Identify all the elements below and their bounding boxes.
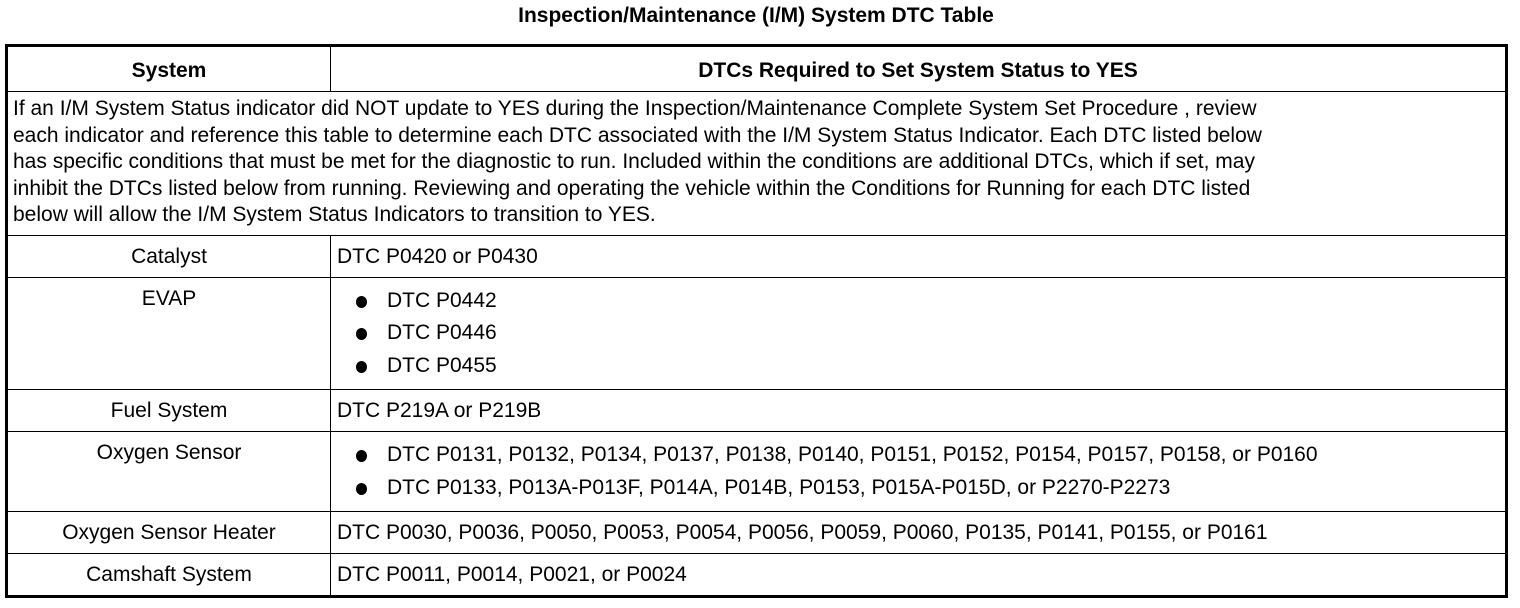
system-cell: Camshaft System (6, 553, 331, 597)
table-row: Oxygen Sensor Heater DTC P0030, P0036, P0… (6, 511, 1507, 554)
intro-line: each indicator and reference this table … (13, 123, 1262, 147)
header-row: System DTCs Required to Set System Statu… (6, 45, 1507, 92)
bullet-icon (356, 295, 367, 308)
dtc-list-item: DTC P0131, P0132, P0134, P0137, P0138, P… (337, 439, 1499, 472)
dtc-table: System DTCs Required to Set System Statu… (5, 44, 1508, 598)
dtc-list-item: DTC P0446 (337, 317, 1499, 350)
dtc-list-item: DTC P0133, P013A-P013F, P014A, P014B, P0… (337, 472, 1499, 505)
dtcs-cell: DTC P0131, P0132, P0134, P0137, P0138, P… (330, 431, 1507, 512)
dtcs-cell: DTC P0442 DTC P0446 DTC P0455 (330, 276, 1507, 390)
bullet-icon (356, 360, 367, 373)
system-cell: EVAP (6, 276, 331, 390)
system-cell: Oxygen Sensor (6, 431, 331, 512)
intro-line: If an I/M System Status indicator did NO… (13, 97, 1257, 120)
dtc-text: DTC P0442 (387, 288, 497, 312)
dtcs-cell: DTC P219A or P219B (330, 389, 1507, 432)
header-dtcs: DTCs Required to Set System Status to YE… (330, 45, 1507, 92)
system-cell: Fuel System (6, 389, 331, 432)
dtc-list-item: DTC P0442 (337, 285, 1499, 318)
intro-row: If an I/M System Status indicator did NO… (6, 91, 1507, 236)
table-row: EVAP DTC P0442 DTC P0446 DTC P0455 (6, 276, 1507, 390)
dtc-text: DTC P0446 (387, 321, 497, 344)
bullet-icon (356, 482, 367, 495)
table-row: Fuel System DTC P219A or P219B (6, 389, 1507, 432)
table-row: Oxygen Sensor DTC P0131, P0132, P0134, P0… (6, 431, 1507, 512)
dtc-list: DTC P0442 DTC P0446 DTC P0455 (337, 285, 1499, 383)
dtcs-cell: DTC P0420 or P0430 (330, 234, 1507, 278)
table-title: Inspection/Maintenance (I/M) System DTC … (518, 4, 994, 27)
bullet-icon (356, 450, 367, 462)
intro-line: below will allow the I/M System Status I… (13, 203, 656, 226)
dtcs-cell: DTC P0011, P0014, P0021, or P0024 (330, 553, 1507, 597)
system-cell: Oxygen Sensor Heater (6, 511, 331, 554)
dtc-text: DTC P0455 (387, 353, 497, 377)
dtcs-cell: DTC P0030, P0036, P0050, P0053, P0054, P… (330, 511, 1507, 554)
table-row: Catalyst DTC P0420 or P0430 (6, 234, 1507, 278)
table-row: Camshaft System DTC P0011, P0014, P0021, … (6, 553, 1507, 597)
system-cell: Catalyst (6, 234, 331, 278)
dtc-text: DTC P0131, P0132, P0134, P0137, P0138, P… (387, 443, 1318, 466)
dtc-text: DTC P0133, P013A-P013F, P014A, P014B, P0… (387, 475, 1171, 499)
intro-text: If an I/M System Status indicator did NO… (6, 91, 1507, 236)
header-system: System (6, 45, 331, 92)
dtc-list: DTC P0131, P0132, P0134, P0137, P0138, P… (337, 439, 1499, 504)
intro-line: has specific conditions that must be met… (13, 150, 1255, 173)
intro-line: inhibit the DTCs listed below from runni… (13, 176, 1251, 200)
bullet-icon (356, 328, 367, 340)
dtc-list-item: DTC P0455 (337, 350, 1499, 383)
